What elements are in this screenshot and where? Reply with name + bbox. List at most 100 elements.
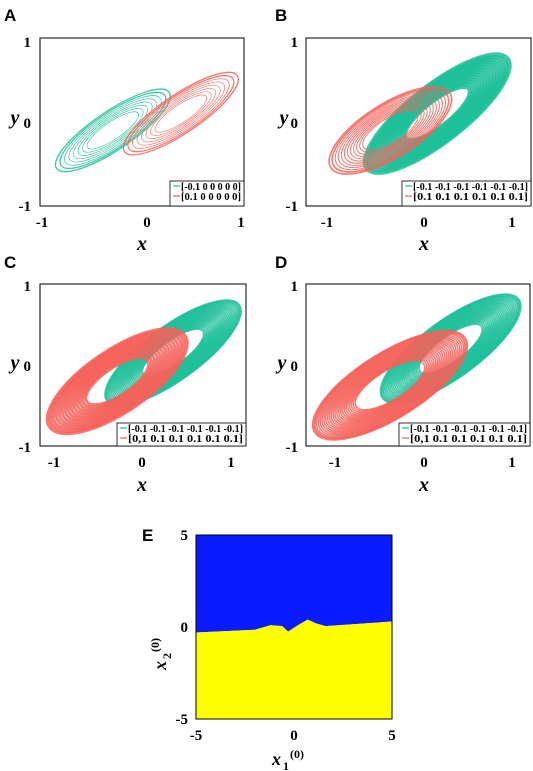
orbit-b-2-9	[337, 92, 443, 169]
orbit-a-1-7	[59, 91, 167, 170]
orbit-b-2-11	[331, 88, 450, 173]
orbit-b-2-2	[359, 108, 422, 153]
xtick-c-1: 1	[227, 455, 235, 471]
panel-e: E 5 0 -5 -5 0 5 x 1(0) x2(0)	[142, 526, 396, 771]
ylabel-d: y	[276, 352, 287, 374]
xlabel-c: x	[136, 474, 147, 496]
plot-area-a	[54, 71, 239, 173]
series-d-2	[311, 329, 469, 441]
ylabel-e-group: x 2(0)	[148, 638, 174, 671]
orbit-d-2-1	[354, 360, 426, 411]
ylabel-e-sub: 2	[160, 653, 174, 659]
legend-b: [-0.1 -0.1 -0.1 -0.1 -0.1 -0.1][0.1 0.1 …	[401, 180, 532, 207]
panel-d: D 1 0 -1 -1 0 1 x y [-0.1 -0.1 -0.1 -0.1…	[275, 253, 531, 496]
series-b-2	[328, 85, 453, 175]
xtick-c-m1: -1	[48, 455, 61, 471]
xtick-a-0: 0	[143, 215, 151, 231]
legend-box-d	[398, 422, 531, 447]
orbit-b-2-8	[340, 94, 440, 166]
ylabel-c: y	[9, 352, 20, 374]
ylabel-b: y	[278, 107, 289, 129]
legend-box-b	[401, 180, 532, 207]
orbit-a-2-1	[154, 94, 208, 133]
panel-label-d: D	[275, 253, 287, 272]
xlabel-e-sub: 1	[283, 759, 289, 771]
orbit-d-2-24	[311, 329, 469, 441]
ylabel-e-sup: (0)	[148, 638, 162, 652]
orbit-d-2-21	[317, 333, 463, 437]
orbit-a-1-6	[64, 95, 162, 166]
orbit-d-2-6	[345, 353, 435, 418]
basin-lower	[196, 619, 392, 719]
xtick-b-0: 0	[420, 215, 428, 231]
orbit-b-2-6	[346, 99, 434, 162]
orbit-a-2-6	[132, 78, 230, 149]
orbit-a-1-1	[86, 111, 140, 150]
orbit-d-2-11	[336, 346, 444, 424]
xtick-e-0: 0	[290, 728, 298, 744]
orbit-d-2-17	[325, 339, 455, 432]
xlabel-e-text: x	[271, 749, 281, 769]
orbit-d-2-8	[341, 350, 439, 420]
orbit-c-2-14	[45, 327, 189, 436]
orbit-d-2-5	[347, 354, 433, 416]
xlabel-a: x	[136, 233, 147, 255]
panel-b: B 1 0 -1 -1 0 1 x y [-0.1 -0.1 -0.1 -0.1…	[275, 6, 532, 255]
orbit-a-2-8	[122, 71, 239, 156]
legend-label-b-2: [0.1 0.1 0.1 0.1 0.1 0.1]	[413, 192, 528, 203]
ytick-e-m5: -5	[176, 712, 189, 728]
orbit-d-2-15	[328, 341, 452, 429]
orbit-a-2-7	[127, 74, 235, 153]
orbit-a-2-5	[136, 81, 226, 146]
legend-label-c-2: [0,1 0.1 0.1 0.1 0.1 0.1]	[128, 434, 243, 445]
xtick-e-m5: -5	[190, 728, 203, 744]
xlabel-e-sup: (0)	[290, 747, 304, 761]
orbit-a-1-2	[82, 108, 144, 153]
ylabel-e-text: x	[150, 661, 170, 671]
orbit-a-2-3	[145, 88, 217, 140]
orbit-d-2-19	[321, 336, 459, 434]
ytick-a-0: 0	[24, 116, 32, 132]
xlabel-b: x	[418, 233, 429, 255]
ytick-a-m1: -1	[19, 199, 32, 215]
orbit-d-2-7	[343, 352, 437, 419]
legend-d: [-0.1 -0.1 -0.1 -0.1 -0.1 -0.1][0,1 0.1 …	[398, 422, 531, 447]
ytick-e-5: 5	[181, 528, 189, 544]
xtick-a-m1: -1	[36, 215, 49, 231]
legend-label-a-1: [-0.1 0 0 0 0 0]	[181, 182, 241, 193]
plot-area-c	[45, 299, 242, 436]
legend-box-a	[169, 180, 245, 207]
orbit-d-2-9	[339, 349, 441, 421]
legend-label-d-1: [-0.1 -0.1 -0.1 -0.1 -0.1 -0.1]	[410, 424, 527, 435]
orbit-b-2-4	[353, 103, 428, 158]
orbit-b-2-12	[328, 85, 453, 175]
orbit-a-1-3	[77, 104, 149, 156]
legend-label-a-2: [0.1 0 0 0 0 0]	[181, 192, 241, 203]
orbit-d-2-12	[334, 345, 446, 425]
orbit-b-2-7	[343, 97, 437, 164]
plot-area-d	[311, 293, 522, 441]
panel-label-c: C	[4, 253, 16, 272]
orbit-d-2-2	[352, 358, 428, 412]
orbit-a-1-5	[68, 98, 158, 163]
ytick-c-m1: -1	[19, 440, 32, 456]
ytick-b-0: 0	[291, 116, 299, 132]
legend-a: [-0.1 0 0 0 0 0][0.1 0 0 0 0 0]	[169, 180, 245, 207]
axes-box-a	[39, 37, 245, 207]
xtick-b-m1: -1	[321, 215, 334, 231]
orbit-d-2-16	[326, 340, 454, 431]
orbit-a-1-4	[73, 101, 153, 160]
legend-c: [-0.1 -0.1 -0.1 -0.1 -0.1 -0.1][0,1 0.1 …	[116, 422, 247, 447]
xtick-a-1: 1	[237, 215, 245, 231]
series-a-2	[122, 71, 239, 156]
orbit-b-2-1	[362, 110, 419, 151]
orbit-d-2-10	[337, 348, 443, 423]
orbit-d-2-14	[330, 343, 450, 428]
orbit-a-2-2	[150, 91, 212, 136]
xtick-b-1: 1	[508, 215, 516, 231]
panel-label-b: B	[275, 6, 287, 25]
legend-label-c-1: [-0.1 -0.1 -0.1 -0.1 -0.1 -0.1]	[128, 424, 243, 435]
orbit-b-2-10	[334, 90, 447, 171]
ylabel-e: x 2(0)	[148, 638, 174, 671]
orbit-d-2-4	[349, 356, 431, 415]
